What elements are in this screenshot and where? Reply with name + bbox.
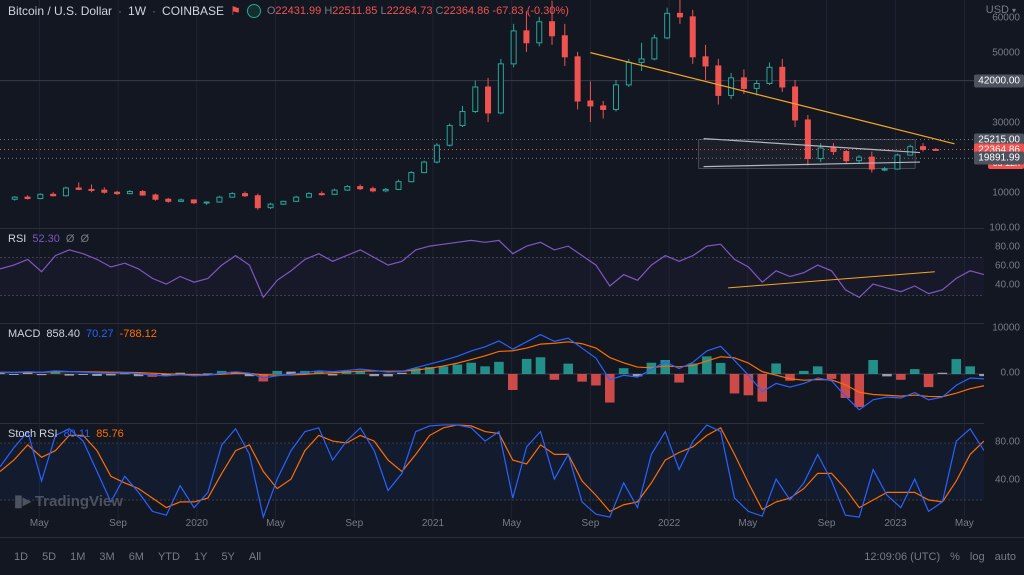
tradingview-watermark: ▮▸ TradingView [14,491,123,511]
axis-tick: 80.00 [995,437,1020,448]
price-panel[interactable] [0,0,984,228]
axis-tick: 0.00 [1001,368,1020,379]
rsi-panel[interactable]: RSI 52.30 Ø Ø [0,228,984,323]
timeframe-ytd[interactable]: YTD [152,547,186,567]
x-tick: Sep [818,518,836,529]
x-tick: Sep [581,518,599,529]
axis-tick: 42000.00 [974,74,1024,87]
timeframe-5d[interactable]: 5D [36,547,62,567]
stoch-label: Stoch RSI 80.11 85.76 [8,428,124,440]
ohlc-block: O22431.99 H22511.85 L22264.73 C22364.86 … [267,5,569,17]
clock-time[interactable]: 12:09:06 (UTC) [864,551,940,563]
axis-tick: 40.00 [995,280,1020,291]
symbol-name[interactable]: Bitcoin / U.S. Dollar [8,4,112,18]
axis-tick: 100.00 [989,223,1020,234]
axis-tick: 10000 [992,187,1020,198]
x-tick: May [738,518,757,529]
interval[interactable]: 1W [128,4,146,18]
x-tick: May [266,518,285,529]
x-axis[interactable]: May Sep 2020 May Sep 2021 May Sep 2022 May Sep 2023… [0,518,984,536]
auto-button[interactable]: auto [995,551,1016,563]
compare-icon[interactable] [247,4,261,18]
x-tick: May [955,518,974,529]
rsi-label: RSI 52.30 Ø Ø [8,233,89,245]
timeframe-5y[interactable]: 5Y [215,547,240,567]
x-tick: May [30,518,49,529]
axis-tick: 40.00 [995,475,1020,486]
x-tick: 2023 [884,518,906,529]
bottom-toolbar: 1D5D1M3M6MYTD1Y5YAll 12:09:06 (UTC) % lo… [0,537,1024,575]
timeframe-group: 1D5D1M3M6MYTD1Y5YAll [8,547,267,567]
timeframe-1y[interactable]: 1Y [188,547,213,567]
y-axis[interactable]: 10000200003000042000.00500006000025215.0… [984,0,1024,519]
log-button[interactable]: log [970,551,985,563]
macd-panel[interactable]: MACD 858.40 70.27 -788.12 [0,323,984,423]
chart-header: Bitcoin / U.S. Dollar · 1W · COINBASE ⚑ … [8,4,1016,18]
axis-tick: 50000 [992,47,1020,58]
axis-tick: 80.00 [995,242,1020,253]
macd-label: MACD 858.40 70.27 -788.12 [8,328,157,340]
x-tick: Sep [109,518,127,529]
x-tick: 2022 [658,518,680,529]
pct-button[interactable]: % [950,551,960,563]
axis-tick: 10000 [992,322,1020,333]
timeframe-1m[interactable]: 1M [64,547,91,567]
flag-icon: ⚑ [230,4,241,18]
x-tick: May [502,518,521,529]
axis-tick: 30000 [992,117,1020,128]
timeframe-6m[interactable]: 6M [123,547,150,567]
timeframe-1d[interactable]: 1D [8,547,34,567]
axis-tick: 19891.99 [974,152,1024,165]
x-tick: Sep [345,518,363,529]
x-tick: 2020 [186,518,208,529]
stoch-panel[interactable]: Stoch RSI 80.11 85.76 [0,423,984,518]
axis-tick: 60.00 [995,261,1020,272]
timeframe-all[interactable]: All [243,547,267,567]
tradingview-logo-icon: ▮▸ [14,491,31,511]
timeframe-3m[interactable]: 3M [93,547,120,567]
exchange: COINBASE [162,4,224,18]
x-tick: 2021 [422,518,444,529]
